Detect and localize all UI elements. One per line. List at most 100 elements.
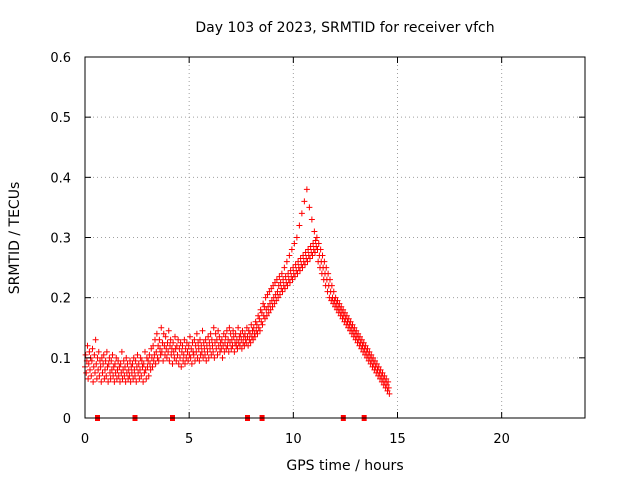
data-point bbox=[196, 357, 203, 364]
data-point bbox=[141, 369, 148, 376]
grid bbox=[85, 57, 585, 418]
data-point bbox=[358, 336, 365, 343]
data-point bbox=[193, 330, 200, 337]
data-point bbox=[273, 297, 280, 304]
data-point bbox=[171, 354, 178, 361]
data-point bbox=[275, 294, 282, 301]
data-point bbox=[188, 360, 195, 367]
data-point bbox=[307, 243, 314, 250]
data-point bbox=[88, 357, 95, 364]
data-point bbox=[257, 306, 264, 313]
data-point bbox=[368, 351, 375, 358]
data-point bbox=[140, 360, 147, 367]
data-point bbox=[379, 369, 386, 376]
data-point bbox=[165, 348, 172, 355]
data-point bbox=[175, 336, 182, 343]
data-point bbox=[164, 339, 171, 346]
data-point bbox=[130, 375, 137, 382]
data-point bbox=[97, 363, 104, 370]
data-point bbox=[108, 366, 115, 373]
y-tick-label: 0.3 bbox=[50, 232, 71, 247]
data-point bbox=[360, 339, 367, 346]
data-point bbox=[270, 282, 277, 289]
data-point bbox=[96, 372, 103, 379]
data-point bbox=[92, 336, 99, 343]
data-point bbox=[127, 357, 133, 364]
data-point bbox=[111, 378, 118, 385]
data-point bbox=[286, 252, 293, 259]
data-point bbox=[92, 369, 98, 376]
data-point bbox=[252, 333, 258, 340]
data-point bbox=[185, 342, 192, 349]
data-point bbox=[273, 276, 280, 283]
data-point bbox=[297, 255, 304, 262]
data-point bbox=[110, 372, 117, 379]
data-point bbox=[175, 360, 182, 367]
data-point bbox=[100, 360, 107, 367]
data-point bbox=[381, 372, 388, 379]
data-point bbox=[209, 342, 216, 349]
data-point bbox=[205, 354, 212, 361]
data-point bbox=[269, 303, 276, 310]
data-point bbox=[120, 357, 127, 364]
data-point bbox=[347, 318, 354, 325]
data-point bbox=[198, 348, 205, 355]
data-point bbox=[107, 375, 114, 382]
x-tick-label: 0 bbox=[81, 432, 89, 447]
data-point bbox=[340, 306, 347, 313]
data-point bbox=[247, 339, 254, 346]
data-point bbox=[223, 327, 230, 334]
data-point bbox=[325, 270, 332, 277]
data-point bbox=[182, 345, 189, 352]
data-point bbox=[355, 330, 362, 337]
data-point bbox=[133, 363, 140, 370]
data-point bbox=[178, 348, 185, 355]
data-point bbox=[137, 366, 143, 373]
y-tick-label: 0.6 bbox=[50, 51, 71, 66]
data-point bbox=[198, 342, 205, 349]
data-point bbox=[250, 336, 257, 343]
data-point bbox=[153, 348, 160, 355]
data-point bbox=[205, 333, 212, 340]
data-point bbox=[202, 351, 208, 358]
data-point bbox=[195, 345, 202, 352]
data-point bbox=[190, 351, 197, 358]
data-point bbox=[260, 300, 267, 307]
y-tick-label: 0 bbox=[63, 412, 71, 427]
data-point bbox=[145, 357, 152, 364]
data-point bbox=[112, 369, 119, 376]
data-point bbox=[383, 375, 390, 382]
data-point bbox=[109, 351, 116, 358]
data-point bbox=[313, 243, 320, 250]
data-point bbox=[155, 342, 162, 349]
data-point bbox=[301, 198, 308, 205]
data-point bbox=[101, 375, 108, 382]
data-point bbox=[125, 366, 132, 373]
data-point bbox=[323, 264, 330, 271]
data-point bbox=[282, 273, 289, 280]
data-point bbox=[95, 348, 102, 355]
data-point bbox=[195, 339, 202, 346]
x-tick-label: 10 bbox=[285, 432, 302, 447]
y-tick-label: 0.1 bbox=[50, 352, 71, 367]
data-point bbox=[263, 312, 270, 319]
data-point bbox=[255, 312, 262, 319]
data-point bbox=[169, 360, 176, 367]
data-point bbox=[103, 348, 110, 355]
data-point bbox=[292, 261, 299, 268]
data-point bbox=[115, 357, 122, 364]
data-point bbox=[291, 240, 298, 247]
data-point bbox=[102, 366, 108, 373]
data-point bbox=[235, 324, 242, 331]
data-point bbox=[163, 345, 170, 352]
data-point bbox=[102, 357, 109, 364]
data-point bbox=[116, 363, 123, 370]
data-point bbox=[258, 309, 265, 316]
data-point bbox=[88, 372, 95, 379]
data-point bbox=[200, 339, 207, 346]
data-point bbox=[170, 339, 177, 346]
data-point bbox=[228, 345, 235, 352]
data-point bbox=[366, 348, 373, 355]
data-point bbox=[336, 300, 343, 307]
data-point bbox=[97, 357, 103, 364]
